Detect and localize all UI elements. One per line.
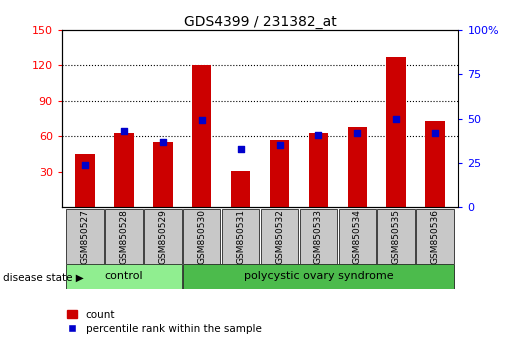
Point [392, 116, 400, 121]
Bar [377, 209, 415, 264]
Point [431, 130, 439, 136]
Bar [183, 264, 454, 289]
Bar [416, 209, 454, 264]
Text: control: control [105, 271, 143, 281]
Point [198, 118, 206, 123]
Bar [270, 140, 289, 207]
Text: GSM850534: GSM850534 [353, 209, 362, 264]
Bar [231, 171, 250, 207]
Text: polycystic ovary syndrome: polycystic ovary syndrome [244, 271, 393, 281]
Bar [261, 209, 298, 264]
Text: GSM850531: GSM850531 [236, 209, 245, 264]
Text: GSM850527: GSM850527 [81, 209, 90, 264]
Point [276, 142, 284, 148]
Title: GDS4399 / 231382_at: GDS4399 / 231382_at [184, 15, 336, 29]
Point [314, 132, 322, 137]
Text: GSM850530: GSM850530 [197, 209, 207, 264]
Bar [192, 65, 212, 207]
Bar [75, 154, 95, 207]
Text: GSM850536: GSM850536 [431, 209, 439, 264]
Bar [114, 133, 134, 207]
Text: disease state ▶: disease state ▶ [3, 273, 83, 283]
Text: GSM850532: GSM850532 [275, 209, 284, 264]
Point [353, 130, 362, 136]
Bar [153, 142, 173, 207]
Bar [183, 209, 220, 264]
Legend: count, percentile rank within the sample: count, percentile rank within the sample [67, 310, 262, 334]
Bar [144, 209, 182, 264]
Bar [338, 209, 376, 264]
Bar [300, 209, 337, 264]
Point [120, 128, 128, 134]
Bar [386, 57, 406, 207]
Text: GSM850535: GSM850535 [391, 209, 401, 264]
Bar [222, 209, 259, 264]
Bar [425, 121, 445, 207]
Bar [348, 127, 367, 207]
Text: GSM850529: GSM850529 [159, 209, 167, 264]
Bar [66, 209, 104, 264]
Point [81, 162, 89, 167]
Point [236, 146, 245, 152]
Bar [66, 264, 182, 289]
Point [159, 139, 167, 144]
Bar [106, 209, 143, 264]
Text: GSM850533: GSM850533 [314, 209, 323, 264]
Bar [308, 133, 328, 207]
Text: GSM850528: GSM850528 [119, 209, 129, 264]
